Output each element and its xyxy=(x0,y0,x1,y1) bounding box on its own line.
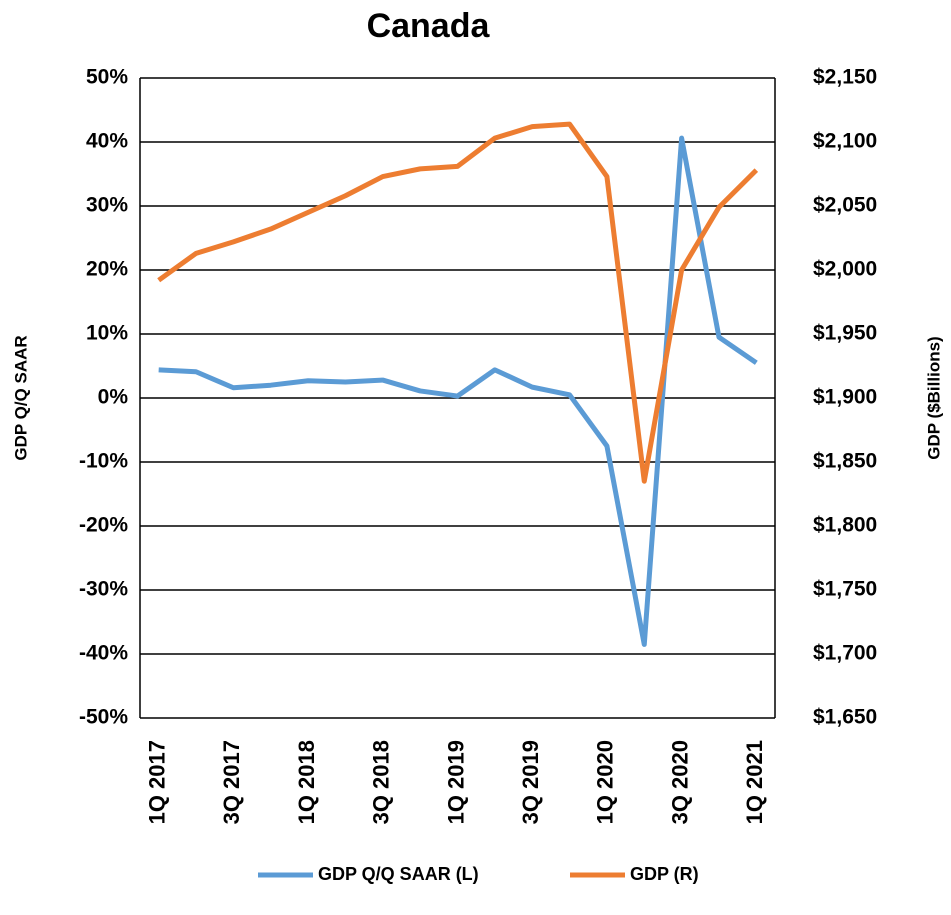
y-tick-label: 50% xyxy=(86,66,128,89)
y-tick-label: -50% xyxy=(79,706,128,729)
y2-tick-label: $1,750 xyxy=(813,578,877,601)
y2-tick-label: $2,000 xyxy=(813,258,877,281)
y2-tick-label: $1,800 xyxy=(813,514,877,537)
x-tick-label: 3Q 2018 xyxy=(369,740,394,824)
x-tick-label: 3Q 2019 xyxy=(518,740,543,824)
y2-tick-label: $1,650 xyxy=(813,706,877,729)
y-tick-label: 40% xyxy=(86,130,128,153)
y2-tick-label: $2,100 xyxy=(813,130,877,153)
y-tick-label: -40% xyxy=(79,642,128,665)
y2-tick-label: $2,150 xyxy=(813,66,877,89)
chart-title: Canada xyxy=(367,7,491,45)
x-tick-label: 1Q 2017 xyxy=(144,740,169,824)
legend-label: GDP (R) xyxy=(630,864,699,884)
series-line xyxy=(158,135,758,647)
x-tick-label: 1Q 2018 xyxy=(294,740,319,824)
y2-tick-label: $1,700 xyxy=(813,642,877,665)
y-tick-label: 0% xyxy=(98,386,129,409)
x-tick-label: 3Q 2020 xyxy=(667,740,692,824)
y2-tick-label: $1,900 xyxy=(813,386,877,409)
y-tick-label: 20% xyxy=(86,258,128,281)
y2-tick-label: $1,950 xyxy=(813,322,877,345)
x-tick-label: 1Q 2020 xyxy=(593,740,618,824)
y-axis-label: GDP Q/Q SAAR xyxy=(11,335,30,460)
y-tick-label: -20% xyxy=(79,514,128,537)
x-tick-label: 1Q 2019 xyxy=(443,740,468,824)
x-tick-label: 1Q 2021 xyxy=(742,740,767,824)
y-tick-label: -30% xyxy=(79,578,128,601)
series-line xyxy=(157,121,759,484)
y-tick-label: 10% xyxy=(86,322,128,345)
x-tick-label: 3Q 2017 xyxy=(219,740,244,824)
y2-tick-label: $1,850 xyxy=(813,450,877,473)
y2-tick-label: $2,050 xyxy=(813,194,877,217)
y-tick-label: 30% xyxy=(86,194,128,217)
y-tick-label: -10% xyxy=(79,450,128,473)
legend-label: GDP Q/Q SAAR (L) xyxy=(318,864,479,884)
y2-axis-label: GDP ($Billions) xyxy=(924,336,943,459)
